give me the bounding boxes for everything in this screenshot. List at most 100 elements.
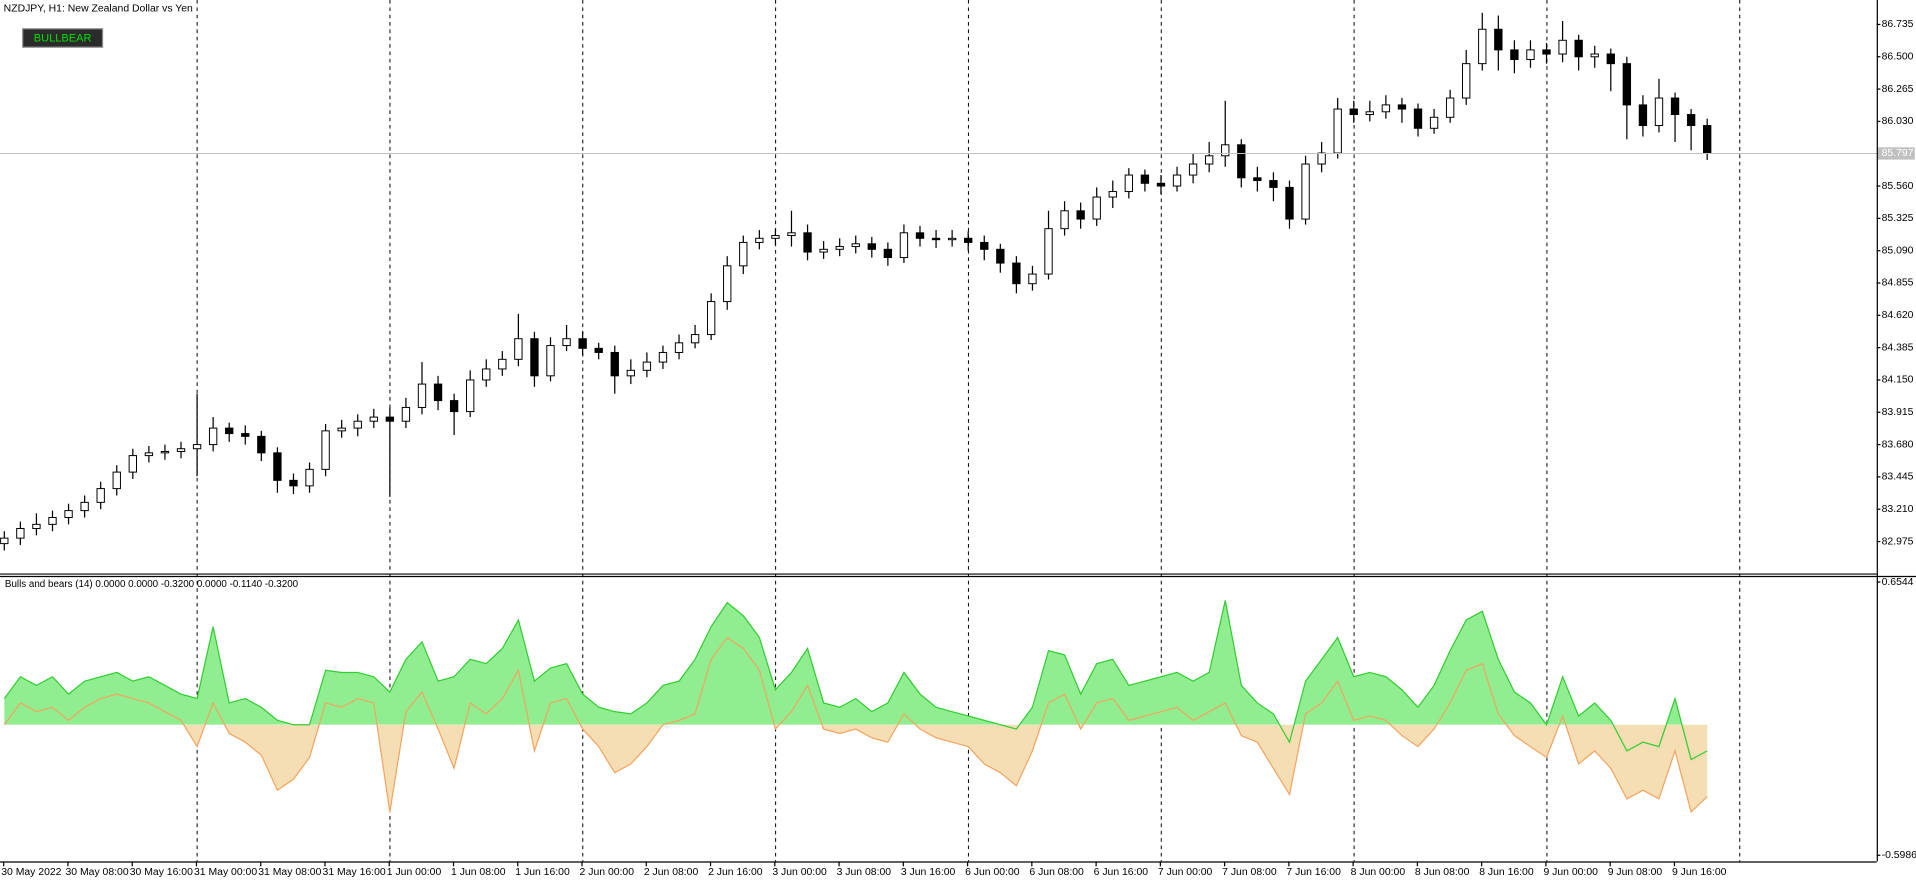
candle-body — [690, 334, 700, 344]
x-tick-label: 31 May 08:00 — [258, 867, 321, 878]
x-tick-label: 31 May 16:00 — [323, 867, 386, 878]
candle-body — [851, 243, 860, 248]
candle-body — [321, 430, 330, 470]
symbol-title: NZDJPY, H1: New Zealand Dollar vs Yen — [4, 3, 193, 14]
candle-body — [1590, 53, 1599, 58]
y-tick-label: 86.030 — [1882, 116, 1914, 127]
y-tick-label: 86.265 — [1882, 84, 1914, 95]
candle-body — [128, 455, 137, 473]
y-tick-label: 84.150 — [1882, 375, 1914, 386]
button-label[interactable]: BULLBEAR — [34, 33, 92, 45]
y-tick-label: 84.620 — [1882, 310, 1914, 321]
candle-body — [1526, 49, 1535, 61]
candle-body — [658, 351, 668, 363]
candle-body — [996, 248, 1005, 264]
y-tick-label: 83.915 — [1882, 407, 1914, 418]
candle-body — [1092, 196, 1101, 220]
candle-body — [1478, 28, 1487, 65]
y-tick-label: 83.210 — [1882, 504, 1914, 515]
candle-body — [1333, 108, 1342, 154]
candle-body — [1156, 182, 1166, 187]
candle-body — [626, 369, 636, 377]
bullbear-button[interactable]: BULLBEAR — [22, 28, 104, 48]
candle-body — [1172, 174, 1182, 187]
x-tick-label: 6 Jun 00:00 — [965, 867, 1020, 878]
candle-body — [787, 232, 796, 237]
indicator-title: Bulls and bears (14) 0.0000 0.0000 -0.32… — [5, 579, 299, 590]
candle-body — [1574, 39, 1583, 58]
candle-body — [1638, 104, 1648, 127]
y-tick-label: 85.325 — [1882, 213, 1914, 224]
x-tick-label: 7 Jun 16:00 — [1286, 867, 1341, 878]
candle-body — [819, 248, 828, 253]
candle-body — [80, 501, 89, 512]
candle-body — [610, 351, 619, 377]
candle-body — [642, 361, 652, 371]
candle-body — [1044, 228, 1053, 275]
candle-body — [1462, 63, 1471, 99]
candle-body — [947, 237, 957, 241]
candle-body — [1445, 97, 1455, 118]
x-tick-label: 3 Jun 00:00 — [772, 867, 827, 878]
candle-body — [1365, 111, 1374, 116]
x-tick-label: 2 Jun 16:00 — [708, 867, 763, 878]
indicator-line — [3, 636, 1708, 814]
candle-body — [401, 406, 411, 422]
button-frame[interactable] — [22, 28, 104, 48]
candle-body — [353, 420, 362, 429]
candle-body — [1381, 104, 1391, 113]
candle-body — [1542, 49, 1551, 55]
candle-body — [498, 358, 507, 370]
candle-body — [466, 379, 475, 413]
candle-body — [1028, 273, 1037, 285]
x-tick-label: 9 Jun 16:00 — [1672, 867, 1727, 878]
candle-body — [225, 427, 234, 435]
candle-body — [964, 237, 973, 243]
indicator-area — [4, 724, 1708, 813]
candle-body — [1686, 114, 1696, 127]
candle-body — [674, 342, 684, 353]
price-layer — [0, 12, 1877, 551]
x-tick-label: 31 May 00:00 — [194, 867, 257, 878]
current-price-label: 85.797 — [1882, 148, 1914, 159]
candle-body — [1703, 125, 1712, 154]
candle-body — [64, 510, 73, 518]
candle-body — [257, 435, 266, 454]
candle-body — [931, 237, 941, 241]
x-tick-label: 8 Jun 16:00 — [1479, 867, 1534, 878]
candle-body — [176, 448, 186, 452]
candle-body — [1269, 180, 1278, 188]
candle-body — [160, 450, 170, 454]
candle-body — [433, 383, 443, 402]
candle-body — [980, 241, 989, 250]
candle-body — [915, 232, 925, 239]
candle-body — [530, 338, 539, 377]
candle-body — [417, 383, 427, 408]
candle-body — [0, 537, 9, 545]
candle-body — [1285, 186, 1294, 220]
candle-body — [1253, 177, 1262, 182]
x-tick-label: 1 Jun 00:00 — [387, 867, 442, 878]
candle-body — [192, 444, 202, 450]
candle-body — [835, 246, 844, 250]
x-tick-label: 6 Jun 16:00 — [1094, 867, 1149, 878]
x-tick-label: 2 Jun 00:00 — [580, 867, 635, 878]
x-tick-label: 8 Jun 00:00 — [1351, 867, 1406, 878]
x-tick-label: 9 Jun 08:00 — [1608, 867, 1663, 878]
candle-body — [1188, 163, 1198, 176]
candle-body — [1317, 152, 1326, 165]
y-tick-label: 82.975 — [1882, 536, 1914, 547]
candle-body — [578, 338, 587, 349]
candle-body — [803, 232, 812, 253]
candle-body — [449, 400, 459, 413]
candle-body — [369, 416, 378, 422]
candle-body — [1510, 49, 1519, 61]
candle-body — [305, 468, 314, 487]
candle-body — [867, 243, 876, 250]
candle-body — [208, 427, 218, 446]
candle-body — [273, 452, 282, 481]
candle-body — [241, 433, 250, 437]
indicator-layer — [3, 600, 1708, 814]
candle-body — [289, 479, 298, 487]
